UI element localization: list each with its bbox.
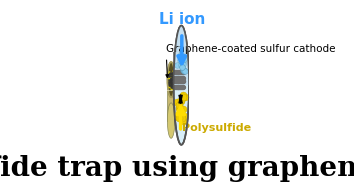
Text: Graphene-coated sulfur cathode: Graphene-coated sulfur cathode bbox=[166, 43, 336, 53]
Wedge shape bbox=[173, 26, 189, 85]
Text: Li ion: Li ion bbox=[159, 12, 205, 27]
Text: Polysulfide trap using graphene layers: Polysulfide trap using graphene layers bbox=[0, 155, 354, 182]
Polygon shape bbox=[167, 80, 175, 121]
Text: Polysulfide: Polysulfide bbox=[182, 123, 251, 133]
Ellipse shape bbox=[167, 62, 175, 97]
Circle shape bbox=[173, 26, 189, 145]
Ellipse shape bbox=[167, 103, 175, 138]
